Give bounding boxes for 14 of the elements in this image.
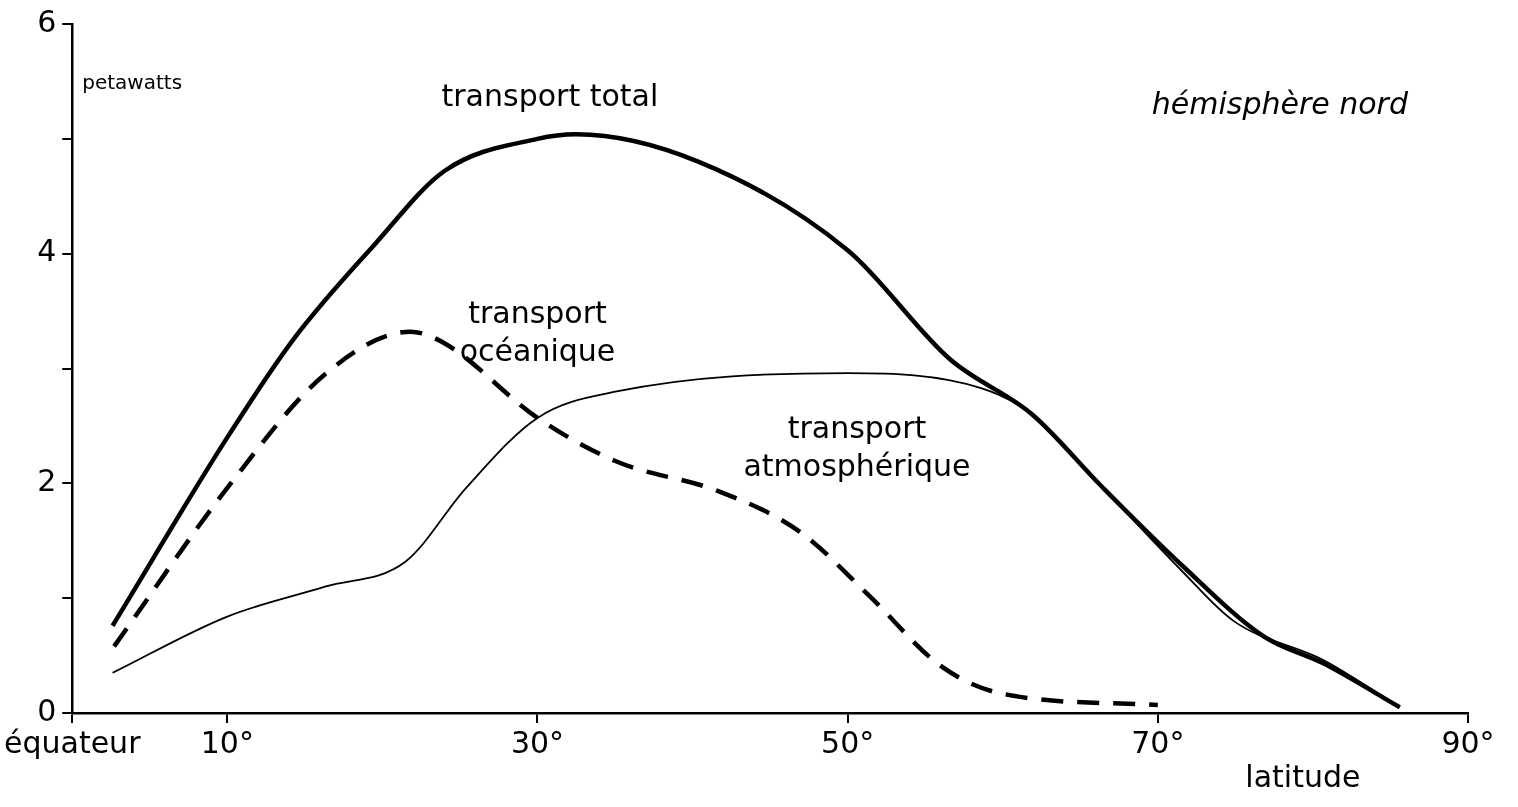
x-tick-label: 10°	[200, 724, 254, 760]
y-axis-title: petawatts	[82, 70, 183, 95]
series-label: transport océanique	[459, 294, 616, 368]
series-label: transport atmosphérique	[743, 409, 971, 483]
series-label: transport total	[441, 78, 659, 114]
y-tick-label: 6	[37, 3, 57, 39]
x-tick-label: 50°	[821, 724, 875, 760]
x-tick-label: 30°	[510, 724, 565, 760]
x-tick-label: 90°	[1441, 724, 1495, 760]
x-tick-label: 70°	[1131, 724, 1185, 760]
x-axis-title: latitude	[1245, 758, 1361, 794]
y-tick-label: 2	[37, 463, 57, 499]
y-tick-label: 4	[37, 233, 57, 269]
annotation: hémisphère nord	[1151, 85, 1409, 121]
